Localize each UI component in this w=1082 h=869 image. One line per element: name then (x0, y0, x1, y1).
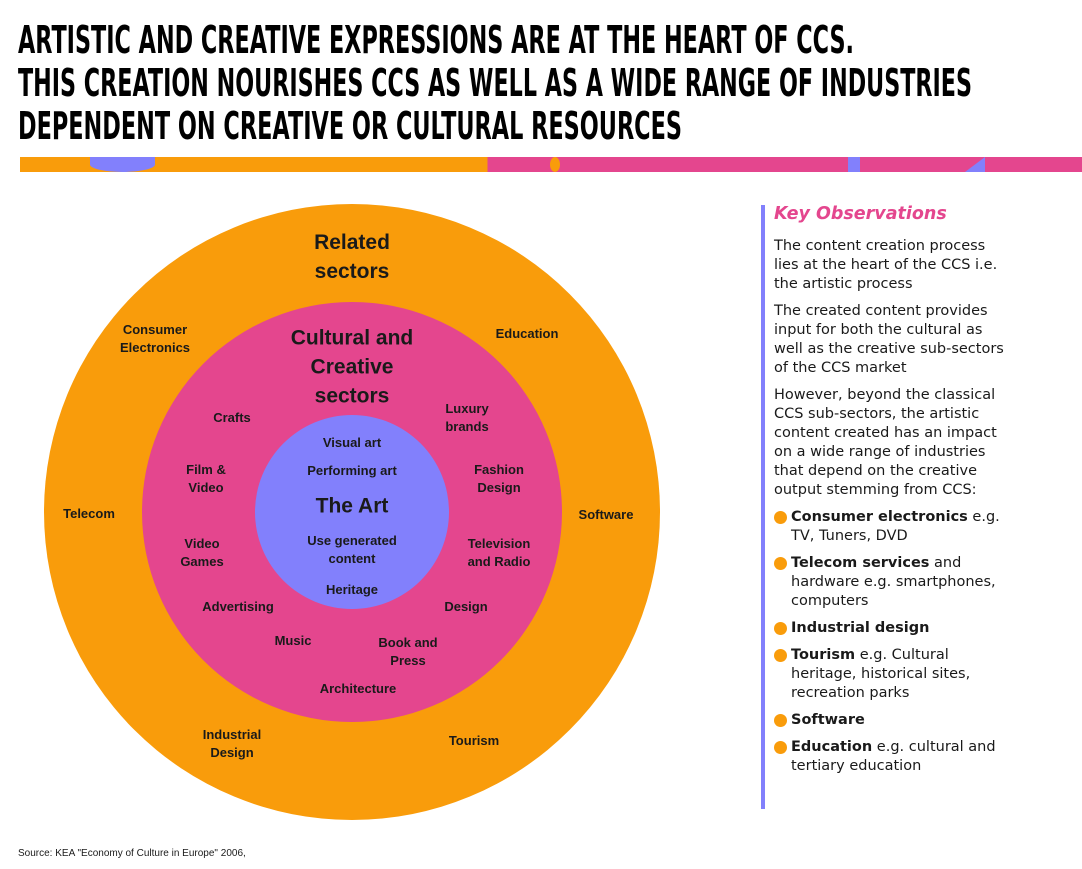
middle-item: Music (274, 633, 312, 648)
list-item: Tourism e.g. Cultural heritage, historic… (774, 646, 1016, 703)
observation: The created content provides input for b… (774, 303, 1004, 376)
page-title-text: ARTISTIC AND CREATIVE EXPRESSIONS ARE AT… (18, 18, 972, 148)
title-line: ARTISTIC AND CREATIVE EXPRESSIONS ARE AT… (18, 18, 854, 62)
outer-title: Related sectors (314, 231, 390, 283)
page-title: ARTISTIC AND CREATIVE EXPRESSIONS ARE AT… (18, 16, 1018, 151)
inner-item: Use generated content (307, 533, 397, 566)
bullet-icon (774, 649, 787, 662)
middle-item: Advertising (202, 599, 274, 614)
list-item: Consumer electronics e.g. TV, Tuners, DV… (774, 508, 1016, 546)
list-item: Telecom services and hardware e.g. smart… (774, 554, 1016, 611)
inner-item: Heritage (325, 582, 379, 597)
outer-item: Consumer Electronics (119, 322, 191, 355)
bullet-icon (774, 622, 787, 635)
inner-item: Visual art (322, 435, 382, 450)
middle-item: Video Games (180, 536, 224, 569)
decorative-band (20, 157, 1082, 172)
bullet-icon (774, 741, 787, 754)
middle-item: Luxury brands (445, 401, 489, 434)
inner-circle (255, 415, 449, 609)
source-note: Source: KEA "Economy of Culture in Europ… (18, 848, 246, 859)
key-observations-panel: Key Observations The content creation pr… (774, 205, 1074, 784)
outer-item: Telecom (63, 506, 115, 521)
observation: The content creation process lies at the… (774, 238, 998, 292)
outer-item: Software (578, 507, 634, 522)
middle-item: Architecture (319, 681, 397, 696)
bullet-icon (774, 557, 787, 570)
outer-item: Tourism (448, 733, 500, 748)
list-item: Industrial design (774, 619, 1016, 638)
list-item: Software (774, 711, 1016, 730)
title-line: DEPENDENT ON CREATIVE OR CULTURAL RESOUR… (18, 104, 682, 148)
middle-item: Crafts (213, 410, 251, 425)
middle-item: Film & Video (186, 462, 226, 495)
middle-item: Book and Press (378, 635, 438, 668)
outer-item: Education (495, 326, 559, 341)
list-item: Education e.g. cultural and tertiary edu… (774, 738, 1016, 776)
middle-item: Television and Radio (467, 536, 531, 569)
panel-heading: Key Observations (774, 204, 947, 224)
bullet-icon (774, 511, 787, 524)
panel-accent-bar (761, 205, 765, 809)
bullet-icon (774, 714, 787, 727)
outer-item: Industrial Design (202, 727, 262, 760)
observation: However, beyond the classical CCS sub-se… (774, 387, 997, 498)
middle-title: Cultural and Creative sectors (290, 326, 414, 408)
industry-list: Consumer electronics e.g. TV, Tuners, DV… (774, 508, 1074, 776)
inner-item: Performing art (307, 463, 397, 478)
title-line: THIS CREATION NOURISHES CCS AS WELL AS A… (18, 61, 972, 105)
middle-item: Design (444, 599, 488, 614)
inner-title: The Art (315, 494, 389, 518)
middle-item: Fashion Design (474, 462, 524, 495)
